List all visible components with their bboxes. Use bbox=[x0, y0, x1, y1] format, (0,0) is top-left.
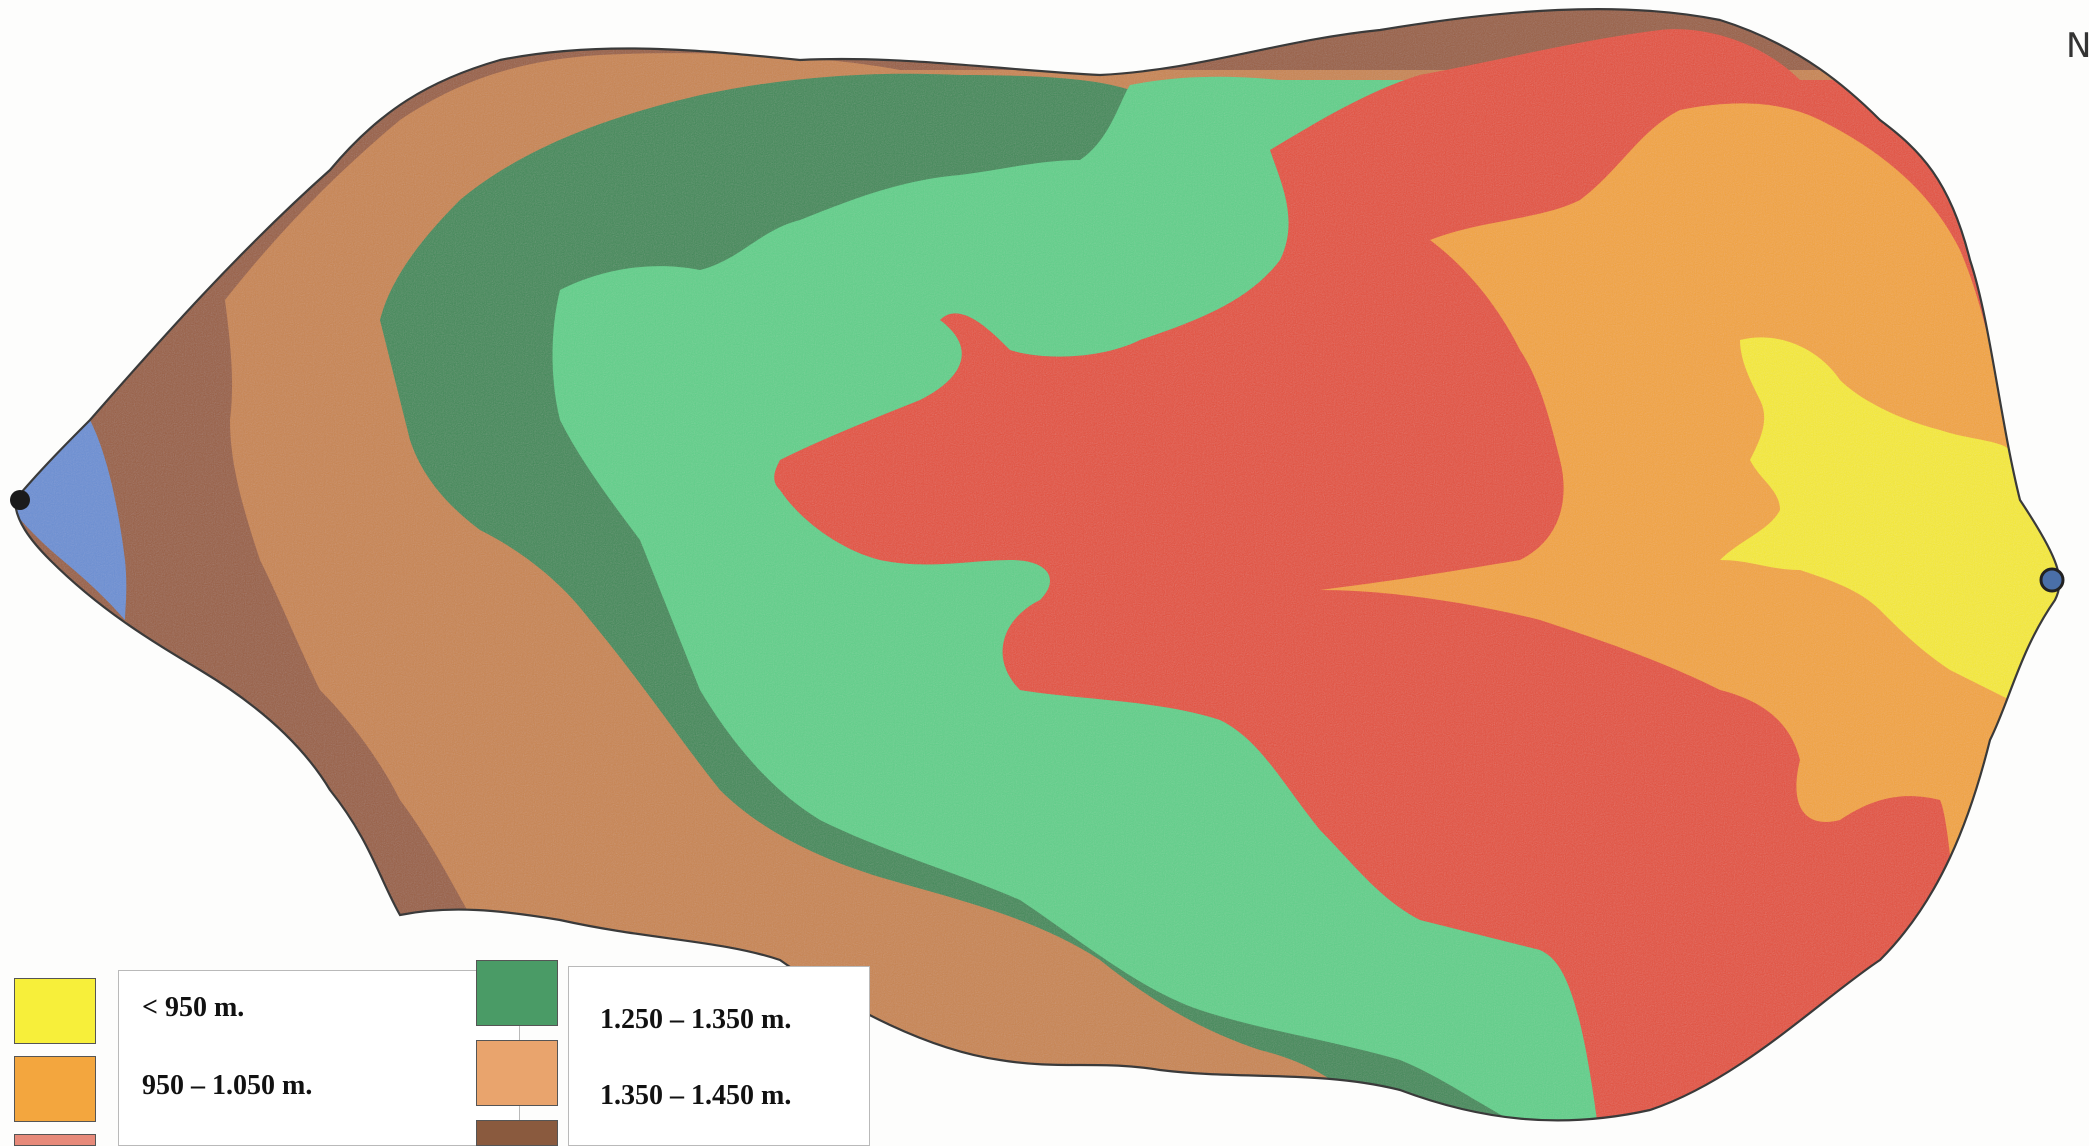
outlet-dot-right bbox=[2041, 569, 2063, 591]
legend-swatch-1350-1450 bbox=[476, 1040, 558, 1106]
legend-label-950-1050: 950 – 1.050 m. bbox=[142, 1070, 312, 1102]
legend-right bbox=[568, 966, 870, 1146]
legend-label-1250-1350: 1.250 – 1.350 m. bbox=[600, 1004, 791, 1036]
legend-swatch-left-3 bbox=[14, 1134, 96, 1146]
outlet-dot-left bbox=[10, 490, 30, 510]
legend-swatch-950-1050 bbox=[14, 1056, 96, 1122]
legend-swatch-right-3 bbox=[476, 1120, 558, 1146]
legend-swatch-lt950 bbox=[14, 978, 96, 1044]
north-arrow-label: N bbox=[2066, 26, 2089, 66]
legend-swatch-1250-1350 bbox=[476, 960, 558, 1026]
legend-label-lt950: < 950 m. bbox=[142, 992, 244, 1024]
legend-label-1350-1450: 1.350 – 1.450 m. bbox=[600, 1080, 791, 1112]
